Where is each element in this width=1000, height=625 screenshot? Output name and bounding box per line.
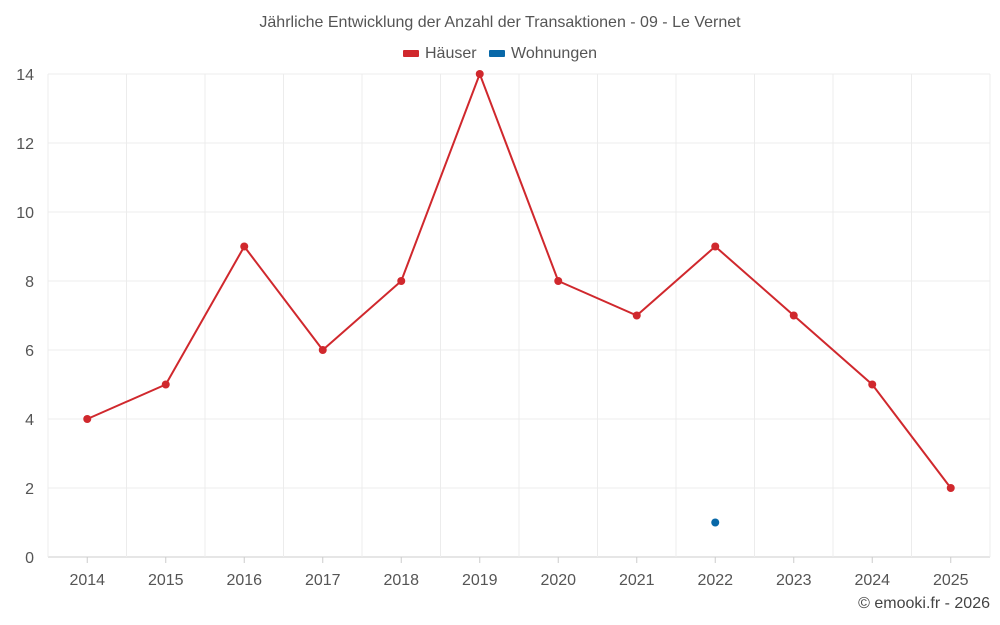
- x-tick-label: 2024: [854, 572, 890, 589]
- y-tick-label: 2: [25, 481, 34, 498]
- x-tick-label: 2020: [540, 572, 576, 589]
- data-point-series-0[interactable]: [554, 277, 563, 285]
- x-tick-label: 2019: [462, 572, 498, 589]
- y-tick-label: 10: [16, 205, 34, 222]
- data-point-series-0[interactable]: [318, 346, 327, 354]
- x-tick-label: 2016: [226, 572, 262, 589]
- series-line-0: [86, 73, 952, 489]
- data-point-series-0[interactable]: [161, 380, 170, 389]
- x-tick-label: 2014: [69, 572, 105, 589]
- chart-title: Jährliche Entwicklung der Anzahl der Tra…: [259, 14, 741, 31]
- legend-swatch-wohnungen: [489, 50, 506, 57]
- x-tick-label: 2015: [148, 572, 184, 589]
- data-point-series-0[interactable]: [397, 277, 406, 285]
- legend: Häuser Wohnungen: [0, 44, 1000, 63]
- legend-item-wohnungen[interactable]: Wohnungen: [489, 45, 597, 63]
- y-tick-label: 8: [25, 274, 34, 291]
- credit-text: © emooki.fr - 2026: [858, 595, 990, 612]
- data-point-series-0[interactable]: [83, 415, 92, 423]
- data-point-series-0[interactable]: [789, 311, 798, 320]
- x-tick-label: 2025: [933, 572, 969, 589]
- data-point-series-0[interactable]: [946, 484, 955, 492]
- x-tick-label: 2023: [776, 572, 812, 589]
- x-tick-label: 2017: [305, 572, 341, 589]
- data-point-series-0[interactable]: [868, 380, 877, 389]
- data-point-series-0[interactable]: [240, 242, 249, 251]
- y-tick-label: 6: [25, 343, 34, 360]
- data-point-series-0[interactable]: [711, 242, 720, 251]
- data-point-series-0[interactable]: [475, 70, 484, 78]
- y-tick-label: 0: [25, 550, 34, 567]
- x-tick-label: 2018: [383, 572, 419, 589]
- legend-item-haeuser[interactable]: Häuser: [402, 44, 477, 63]
- y-tick-label: 4: [25, 412, 34, 429]
- y-tick-label: 14: [16, 67, 34, 84]
- data-point-series-1[interactable]: [711, 518, 720, 527]
- legend-label-wohnungen: Wohnungen: [511, 44, 598, 62]
- x-tick-label: 2022: [697, 572, 733, 589]
- data-point-series-0[interactable]: [632, 311, 641, 320]
- x-tick-label: 2021: [619, 572, 655, 589]
- legend-label-haeuser: Häuser: [424, 44, 477, 62]
- y-tick-label: 12: [16, 136, 34, 153]
- legend-swatch-haeuser: [402, 50, 419, 57]
